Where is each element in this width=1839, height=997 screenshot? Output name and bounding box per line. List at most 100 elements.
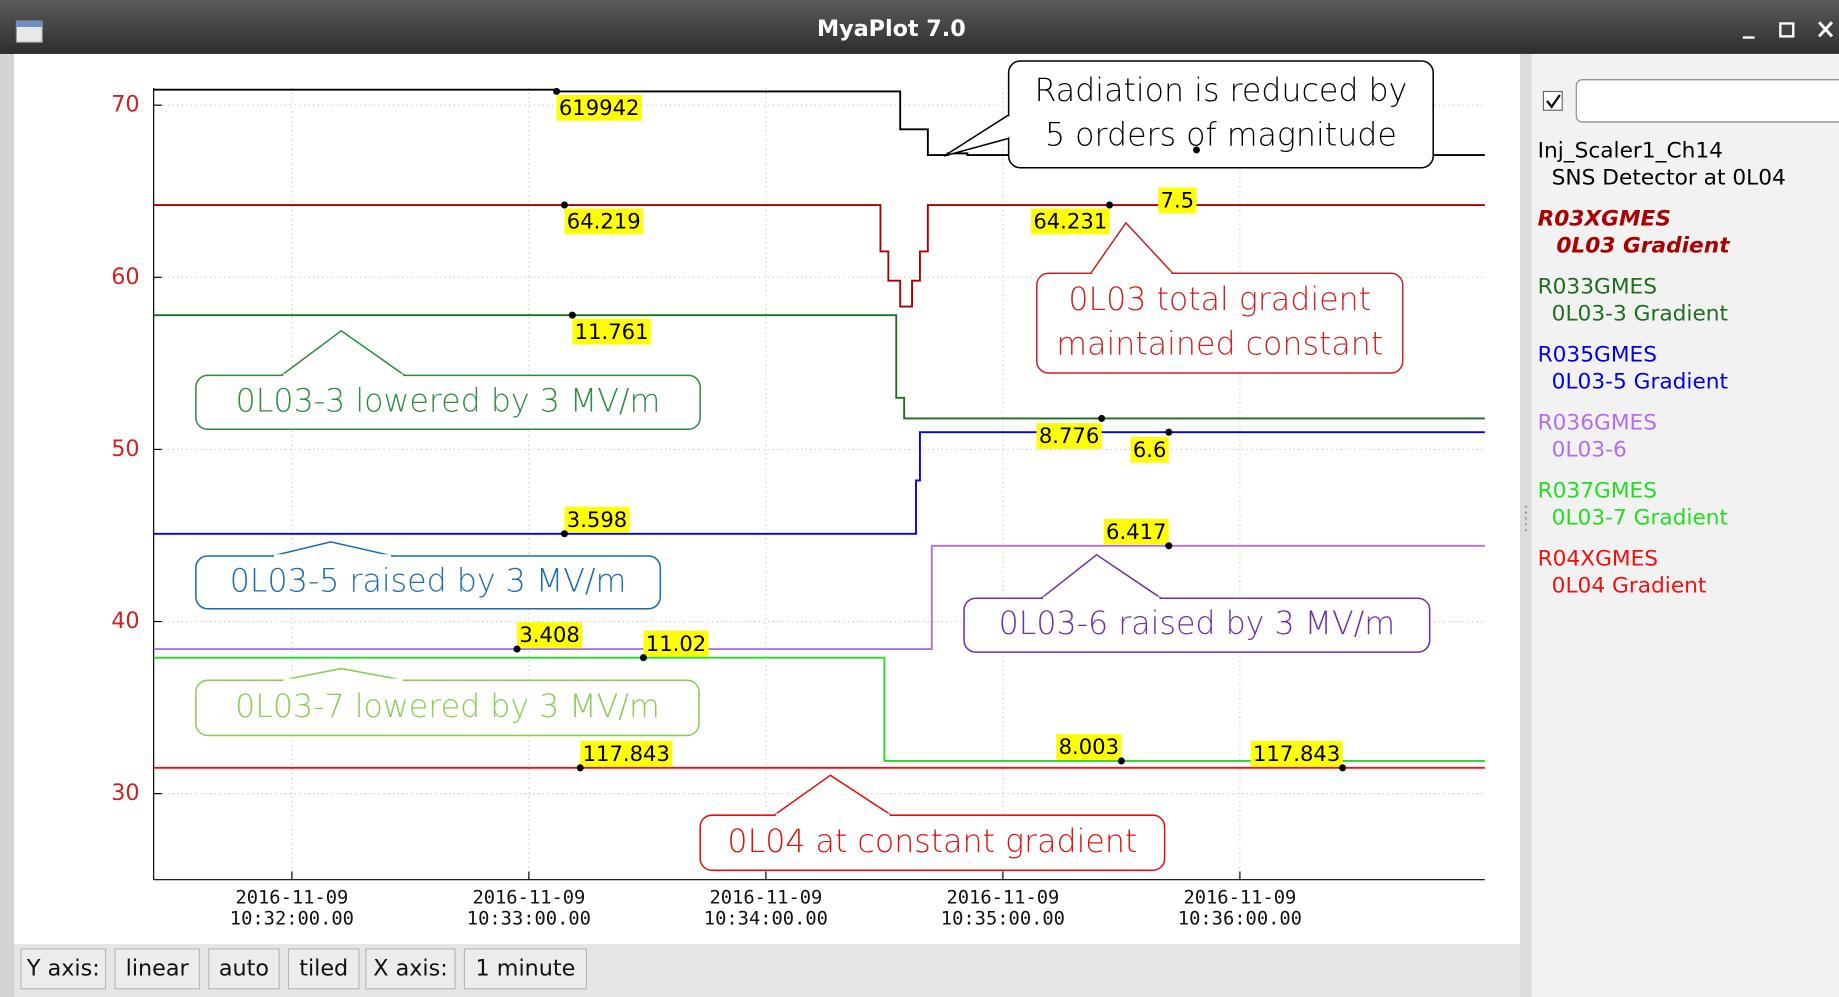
readout: 3.408	[513, 622, 583, 653]
callout-tail	[943, 114, 1010, 157]
callout-tail	[281, 329, 406, 376]
readout-background	[643, 630, 709, 657]
toolbar-button[interactable]: tiled	[287, 948, 360, 990]
callout: 0L04 at constant gradient	[699, 774, 1166, 872]
callout-text: 0L03-5 raised by 3 MV/m	[230, 563, 627, 599]
readout-label: 8.003	[1059, 734, 1119, 759]
readout-point	[513, 645, 521, 653]
toolbar-item-frame	[365, 948, 456, 990]
legend-description: 0L03-3 Gradient	[1552, 301, 1728, 326]
readout-point	[576, 764, 584, 772]
readout: 6.417	[1103, 518, 1173, 550]
callout-box	[699, 814, 1166, 872]
toolbar-button[interactable]: auto	[208, 948, 280, 990]
readout-label: 3.598	[567, 507, 627, 532]
readout-point	[1106, 201, 1114, 209]
callout: 0L03-5 raised by 3 MV/m	[195, 541, 662, 610]
readout-background	[1056, 733, 1122, 760]
toolbar-label: X axis:	[365, 948, 456, 990]
legend-name: R037GMES	[1538, 478, 1657, 503]
toolbar-item-text: 1 minute	[476, 955, 576, 981]
callout-text: 0L04 at constant gradient	[727, 824, 1137, 860]
legend-panel	[1531, 53, 1839, 997]
series-line	[153, 544, 1485, 651]
toolbar-button[interactable]: 1 minute	[463, 948, 588, 990]
toolbar-item-frame	[463, 948, 588, 990]
readout: 117.843	[1250, 740, 1347, 772]
readout-background	[572, 318, 651, 345]
series-line	[153, 431, 1485, 535]
readout-label: 3.408	[519, 622, 579, 647]
readout-background	[564, 208, 644, 235]
callout-text: 0L03-3 lowered by 3 MV/m	[236, 383, 661, 419]
readout-label: 117.843	[583, 741, 670, 766]
y-tick-label: 50	[111, 436, 139, 462]
readout-point	[1098, 414, 1106, 422]
legend-name: R035GMES	[1538, 342, 1657, 367]
readout-point	[560, 530, 568, 538]
legend-name: R033GMES	[1538, 274, 1657, 299]
readout-label: 11.02	[646, 631, 706, 656]
readout: 8.776	[1036, 414, 1106, 449]
readout: 8.003	[1056, 733, 1125, 765]
callout-tail	[281, 667, 405, 682]
filter-input[interactable]	[1575, 79, 1839, 123]
readout-background	[1103, 518, 1169, 545]
readout: 117.843	[576, 740, 673, 772]
readout-background	[1036, 423, 1102, 449]
callout-box	[963, 597, 1431, 653]
toolbar-item-text: auto	[219, 955, 269, 981]
readout-point	[1117, 757, 1125, 765]
readout-label: 8.776	[1039, 423, 1099, 448]
readout-background	[564, 506, 630, 533]
callout-text: 0L03-6 raised by 3 MV/m	[999, 606, 1396, 642]
readout-point	[1192, 146, 1200, 154]
legend-description: SNS Detector at 0L04	[1552, 165, 1786, 190]
readout-background	[1158, 187, 1197, 214]
readout-point	[560, 201, 568, 209]
callout-box	[195, 374, 701, 431]
readout-background	[1130, 436, 1169, 463]
callout-box	[195, 679, 700, 737]
readout: 6.6	[1130, 428, 1173, 463]
readout: 11.02	[639, 630, 709, 662]
readout-background	[1250, 740, 1343, 767]
legend-description: 0L04 Gradient	[1552, 573, 1707, 598]
readout-point	[568, 311, 576, 319]
legend-description: 0L03-7 Gradient	[1552, 505, 1728, 530]
maximize-button[interactable]	[1779, 22, 1795, 38]
series-line	[153, 656, 1485, 762]
close-button[interactable]	[1817, 21, 1834, 38]
window-title: MyaPlot 7.0	[817, 16, 966, 42]
y-tick-label: 60	[111, 264, 139, 290]
window-icon	[15, 20, 43, 43]
toolbar-item-frame	[208, 948, 280, 990]
readout: 64.219	[560, 201, 644, 235]
readout-background	[517, 622, 583, 648]
callout-text: Radiation is reduced by	[1034, 73, 1407, 109]
legend-description: 0L03-5 Gradient	[1552, 369, 1728, 394]
readout-background	[556, 94, 642, 121]
toolbar-button[interactable]: linear	[114, 948, 200, 990]
x-tick-label: 2016-11-09 10:35:00.00	[941, 887, 1065, 929]
toolbar-item-text: Y axis:	[26, 955, 100, 981]
readout-point	[639, 654, 647, 662]
callout-text: 5 orders of magnitude	[1045, 118, 1397, 154]
readout-label: 117.843	[1253, 741, 1340, 766]
readout-point	[553, 87, 561, 95]
legend-checkbox[interactable]	[1542, 90, 1563, 111]
toolbar-item-text: X axis:	[373, 955, 447, 981]
readout-label: 11.761	[575, 319, 649, 344]
callout: 0L03-3 lowered by 3 MV/m	[195, 329, 701, 431]
callout-tail	[773, 774, 892, 816]
callout: Radiation is reduced by 5 orders of magni…	[943, 60, 1434, 169]
